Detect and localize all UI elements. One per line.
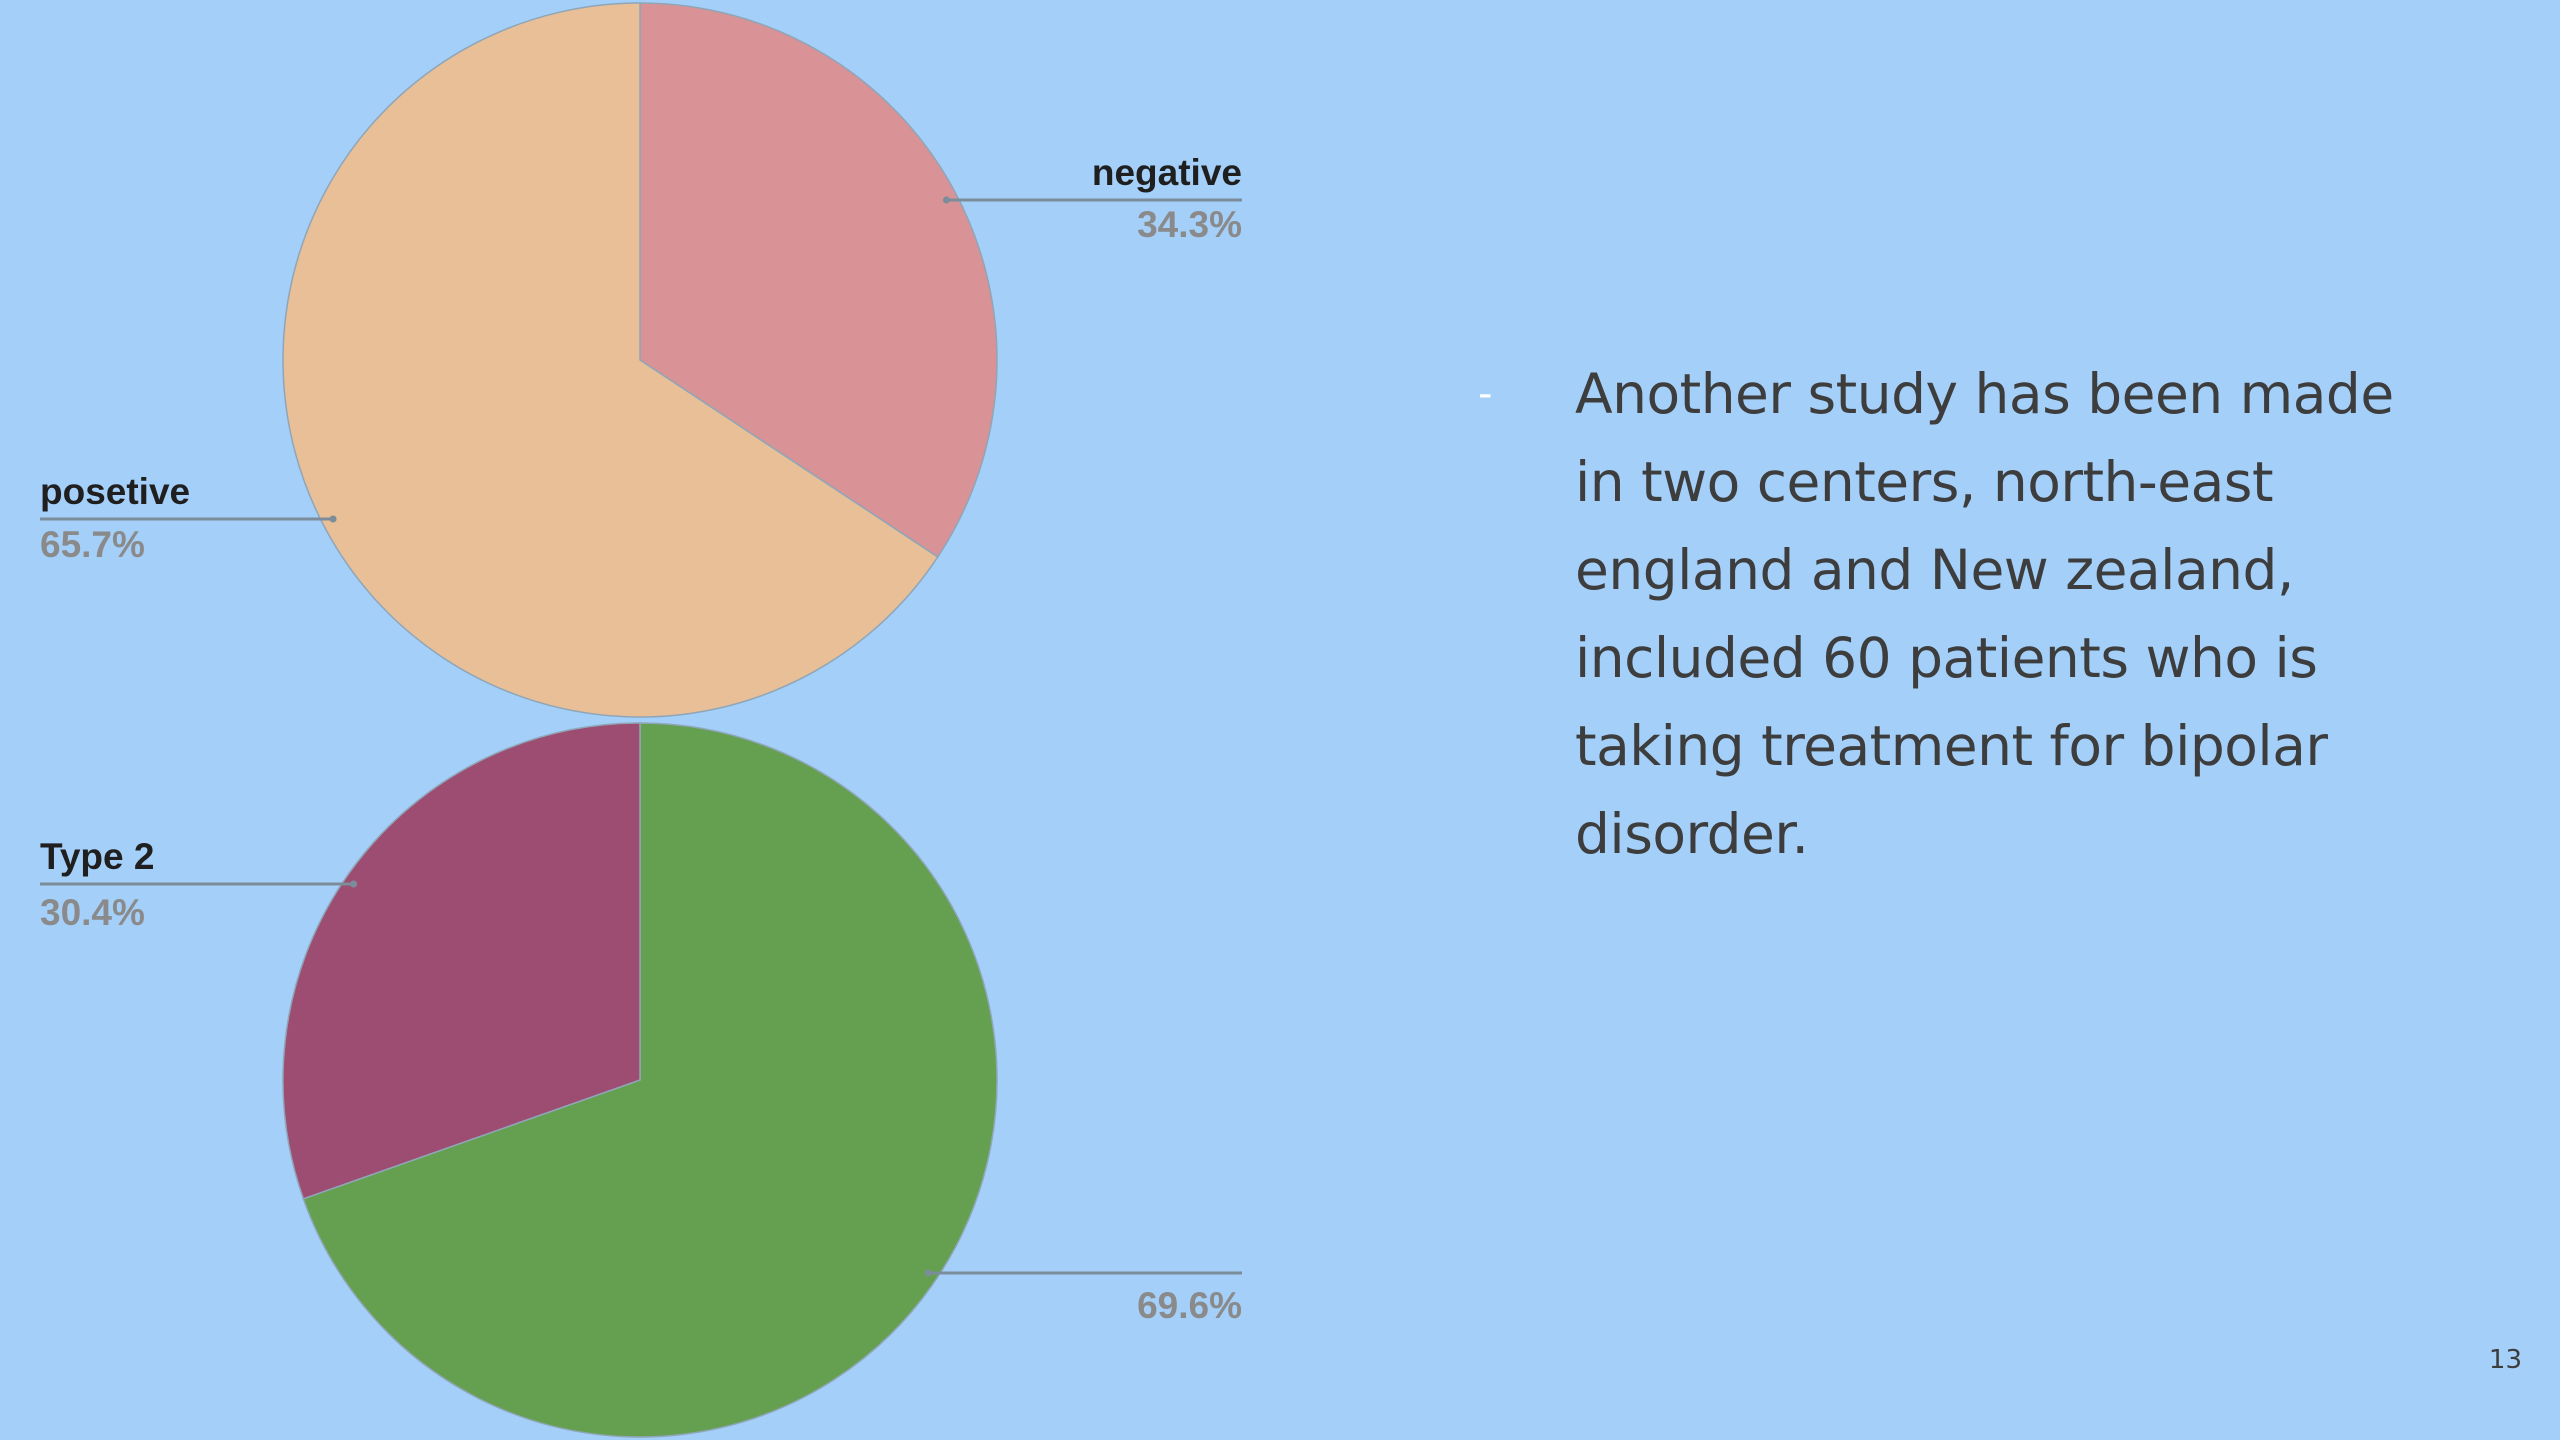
leader-dot-negative [942,196,950,204]
leader-dot-type-2 [350,880,358,888]
slice-label-type-2: Type 2 [40,836,154,877]
bullet-text: Another study has been made in two cente… [1575,362,2394,866]
slice-label-posetive: posetive [40,471,190,512]
leader-dot-posetive [329,515,337,523]
pie-chart-type: 69.6% Type 2 30.4% [40,722,1242,1438]
pie-charts: negative 34.3% posetive 65.7% 69.6% Type 2 30… [40,2,1242,1438]
pie-slice-type-2 [282,722,641,1200]
slice-percent-negative: 34.3% [1137,204,1242,245]
pie-chart-positive-negative: negative 34.3% posetive 65.7% [40,2,1242,718]
slice-percent-posetive: 65.7% [40,524,145,565]
leader-dot-slice-1 [924,1269,932,1277]
slice-percent-slice-1: 69.6% [1137,1285,1242,1326]
pie-slice-slice-1 [302,722,998,1438]
slice-label-negative: negative [1092,152,1242,193]
bullet-marker: - [1478,371,1493,417]
bullet-item: - Another study has been made in two cen… [1470,350,2470,878]
slide-number: 13 [2488,1345,2522,1375]
slice-percent-type-2: 30.4% [40,892,145,933]
pie-slice-posetive [282,2,939,718]
